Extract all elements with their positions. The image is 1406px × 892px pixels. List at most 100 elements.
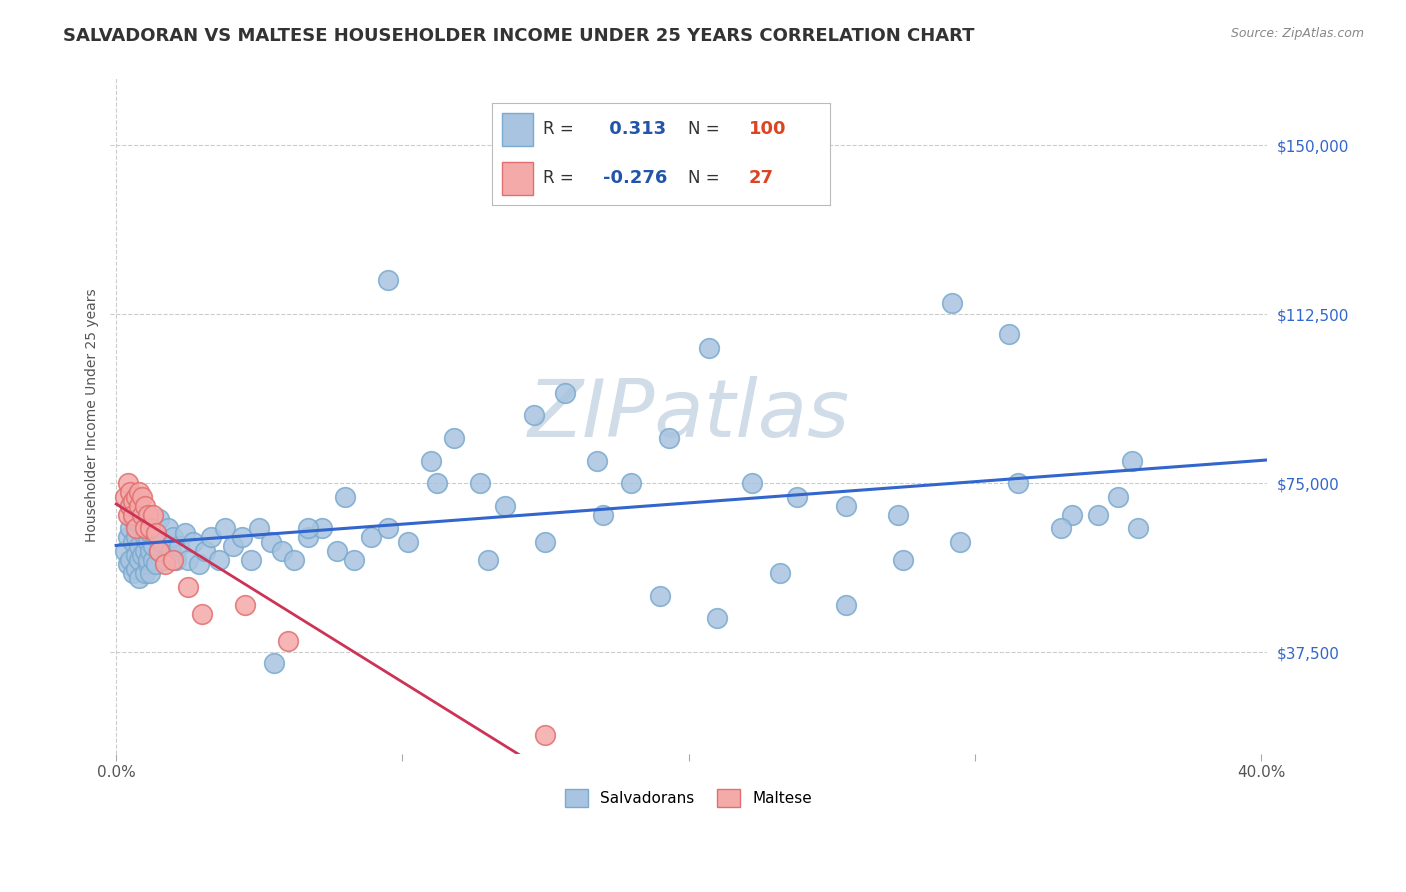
Text: 100: 100 <box>748 120 786 138</box>
Point <box>835 499 858 513</box>
Point <box>145 525 167 540</box>
Point <box>477 552 499 566</box>
Point <box>233 598 256 612</box>
Point <box>125 521 148 535</box>
Point <box>114 490 136 504</box>
Point <box>283 552 305 566</box>
Text: -0.276: -0.276 <box>603 169 668 187</box>
Point <box>145 558 167 572</box>
Point <box>586 453 609 467</box>
Point <box>136 552 159 566</box>
Point <box>523 409 546 423</box>
Point <box>941 295 963 310</box>
Point <box>1007 476 1029 491</box>
Point <box>128 552 150 566</box>
Point <box>343 552 366 566</box>
Point <box>148 543 170 558</box>
Point <box>125 490 148 504</box>
Point <box>120 499 142 513</box>
Point <box>125 530 148 544</box>
Point <box>592 508 614 522</box>
Point <box>377 273 399 287</box>
Point <box>706 611 728 625</box>
FancyBboxPatch shape <box>502 162 533 194</box>
Point <box>741 476 763 491</box>
Point <box>534 534 557 549</box>
Point <box>134 521 156 535</box>
Point <box>1087 508 1109 522</box>
Point <box>148 512 170 526</box>
Text: N =: N = <box>688 120 724 138</box>
Point <box>247 521 270 535</box>
Point <box>131 548 153 562</box>
Point <box>697 341 720 355</box>
Point <box>333 490 356 504</box>
Point <box>131 508 153 522</box>
Point <box>396 534 419 549</box>
Text: 0.313: 0.313 <box>603 120 666 138</box>
Point <box>128 539 150 553</box>
Point <box>191 607 214 621</box>
Point <box>162 552 184 566</box>
Point <box>139 521 162 535</box>
Point <box>786 490 808 504</box>
Point <box>239 552 262 566</box>
Point <box>134 566 156 581</box>
Point <box>142 552 165 566</box>
Point <box>120 521 142 535</box>
Point <box>194 543 217 558</box>
Point <box>125 562 148 576</box>
Point <box>117 508 139 522</box>
Point <box>325 543 347 558</box>
Point <box>263 657 285 671</box>
Point <box>128 571 150 585</box>
Point <box>1107 490 1129 504</box>
Point <box>949 534 972 549</box>
Point <box>145 530 167 544</box>
Point <box>648 589 671 603</box>
Point <box>208 552 231 566</box>
Point <box>114 543 136 558</box>
Point <box>420 453 443 467</box>
Point <box>443 431 465 445</box>
Point <box>426 476 449 491</box>
Text: R =: R = <box>543 120 579 138</box>
Text: 27: 27 <box>748 169 773 187</box>
Point <box>134 543 156 558</box>
Point <box>167 539 190 553</box>
Point <box>131 490 153 504</box>
Point <box>360 530 382 544</box>
FancyBboxPatch shape <box>502 113 533 145</box>
Point <box>139 543 162 558</box>
Point <box>231 530 253 544</box>
Point <box>297 521 319 535</box>
Point <box>122 566 145 581</box>
Point <box>159 543 181 558</box>
Point <box>494 499 516 513</box>
Point <box>271 543 294 558</box>
Point <box>122 508 145 522</box>
Point <box>134 530 156 544</box>
Point <box>148 543 170 558</box>
Point <box>131 508 153 522</box>
Point <box>554 386 576 401</box>
Point <box>128 485 150 500</box>
Point <box>200 530 222 544</box>
Point <box>142 539 165 553</box>
Point <box>534 729 557 743</box>
Point <box>117 558 139 572</box>
Y-axis label: Householder Income Under 25 years: Householder Income Under 25 years <box>86 289 100 542</box>
Point <box>142 508 165 522</box>
Point <box>173 525 195 540</box>
Point <box>120 552 142 566</box>
Point <box>1121 453 1143 467</box>
Point <box>165 552 187 566</box>
Point <box>297 530 319 544</box>
Point <box>136 558 159 572</box>
Point <box>139 566 162 581</box>
Point <box>122 494 145 508</box>
Point <box>120 499 142 513</box>
Text: R =: R = <box>543 169 579 187</box>
Point <box>153 558 176 572</box>
Point <box>176 580 198 594</box>
